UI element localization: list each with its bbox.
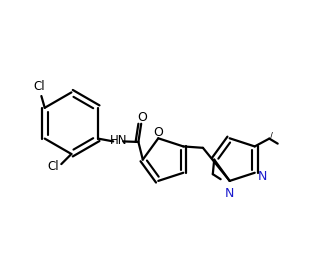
- Text: O: O: [153, 126, 163, 139]
- Text: Cl: Cl: [47, 160, 58, 173]
- Text: N: N: [224, 187, 234, 200]
- Text: N: N: [258, 171, 267, 183]
- Text: Cl: Cl: [33, 80, 45, 93]
- Text: /: /: [270, 132, 273, 141]
- Text: O: O: [137, 111, 147, 124]
- Text: HN: HN: [110, 134, 127, 147]
